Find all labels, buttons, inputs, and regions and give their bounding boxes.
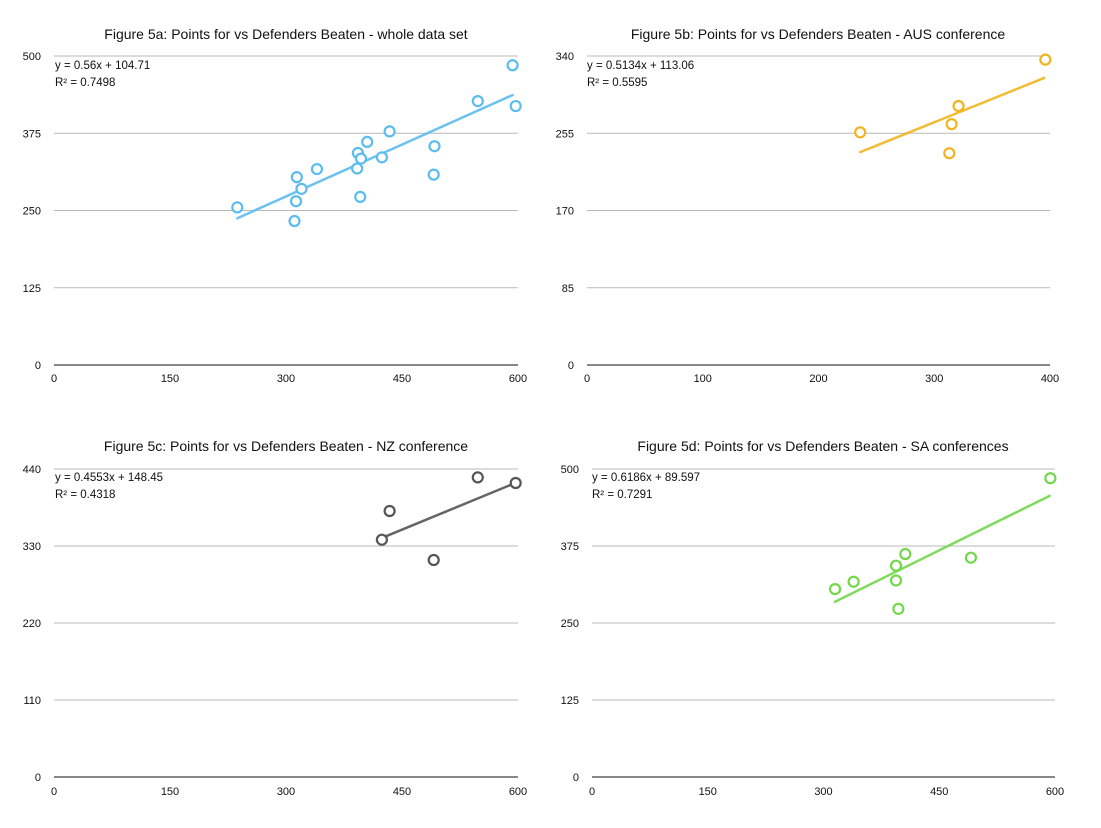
x-tick-label: 0 [589, 786, 595, 798]
y-tick-label: 125 [23, 283, 41, 295]
y-tick-label: 375 [23, 128, 41, 140]
y-tick-label: 170 [556, 206, 574, 218]
data-point [310, 162, 324, 176]
y-tick-label: 330 [23, 541, 41, 553]
x-tick-label: 150 [699, 786, 717, 798]
y-tick-label: 85 [562, 283, 574, 295]
data-point [471, 471, 484, 484]
x-tick-label: 100 [694, 373, 712, 385]
data-point [847, 575, 860, 588]
trendline-equation: y = 0.56x + 104.71 [55, 60, 150, 72]
x-tick-label: 300 [925, 373, 943, 385]
x-tick-label: 0 [584, 373, 590, 385]
data-point [952, 99, 965, 113]
data-point [889, 574, 903, 587]
data-point [509, 476, 522, 490]
y-tick-label: 440 [23, 464, 41, 476]
y-tick-label: 0 [35, 772, 41, 784]
y-tick-label: 0 [573, 772, 579, 784]
x-tick-label: 0 [51, 373, 57, 385]
y-tick-label: 500 [561, 464, 579, 476]
chart-3: Figure 5c: Points for vs Defenders Beate… [23, 438, 528, 798]
y-tick-label: 250 [561, 618, 579, 630]
x-tick-label: 300 [277, 786, 295, 798]
chart-1: Figure 5a: Points for vs Defenders Beate… [23, 26, 528, 385]
y-tick-label: 125 [561, 695, 579, 707]
x-tick-label: 200 [809, 373, 827, 385]
x-tick-label: 450 [393, 373, 411, 385]
x-tick-label: 600 [509, 786, 527, 798]
data-point [288, 214, 301, 228]
data-point [351, 162, 364, 175]
data-point [1044, 472, 1057, 485]
x-tick-label: 300 [277, 373, 295, 385]
y-tick-label: 0 [35, 360, 41, 372]
data-point [943, 147, 956, 160]
x-tick-label: 600 [1046, 786, 1064, 798]
data-point [427, 553, 440, 567]
data-point [964, 551, 977, 564]
trendline [833, 494, 1051, 604]
r-squared-label: R² = 0.5595 [587, 77, 647, 89]
trendline-equation: y = 0.4553x + 148.45 [55, 472, 163, 484]
data-point [899, 547, 912, 561]
y-tick-label: 0 [568, 360, 574, 372]
chart-title: Figure 5a: Points for vs Defenders Beate… [104, 26, 468, 42]
x-tick-label: 600 [509, 373, 527, 385]
trendline [380, 481, 517, 540]
data-point [375, 151, 388, 164]
data-point [509, 99, 522, 113]
x-tick-label: 150 [161, 786, 179, 798]
data-point [354, 190, 367, 204]
x-tick-label: 0 [51, 786, 57, 798]
data-point [231, 201, 244, 214]
chart-title: Figure 5c: Points for vs Defenders Beate… [104, 438, 468, 454]
chart-4: Figure 5d: Points for vs Defenders Beate… [561, 438, 1065, 798]
data-point [889, 559, 903, 572]
data-point [1039, 53, 1052, 66]
chart-title: Figure 5b: Points for vs Defenders Beate… [631, 26, 1006, 42]
y-tick-label: 250 [23, 206, 41, 218]
trendline-equation: y = 0.5134x + 113.06 [587, 60, 694, 72]
y-tick-label: 500 [23, 51, 41, 63]
data-point [289, 195, 303, 208]
data-point [354, 152, 368, 165]
data-point [506, 59, 519, 72]
y-tick-label: 375 [561, 541, 579, 553]
trendline [858, 76, 1046, 154]
x-tick-label: 300 [814, 786, 832, 798]
data-point [383, 125, 396, 138]
data-point [471, 95, 484, 108]
data-point [892, 602, 905, 615]
chart-title: Figure 5d: Points for vs Defenders Beate… [637, 438, 1008, 454]
y-tick-label: 220 [23, 618, 41, 630]
x-tick-label: 450 [393, 786, 411, 798]
data-point [290, 171, 303, 184]
data-point [295, 182, 308, 195]
data-point [945, 118, 958, 131]
x-tick-label: 400 [1041, 373, 1059, 385]
trendline [236, 93, 514, 220]
data-point [828, 583, 842, 596]
y-tick-label: 255 [556, 128, 574, 140]
trendline-equation: y = 0.6186x + 89.597 [592, 472, 700, 484]
data-point [427, 168, 440, 181]
r-squared-label: R² = 0.7498 [55, 77, 115, 89]
y-tick-label: 110 [23, 695, 41, 707]
r-squared-label: R² = 0.7291 [592, 489, 652, 501]
data-point [383, 504, 396, 518]
y-tick-label: 340 [556, 51, 574, 63]
x-tick-label: 150 [161, 373, 179, 385]
data-point [361, 135, 374, 149]
r-squared-label: R² = 0.4318 [55, 489, 115, 501]
data-point [375, 533, 388, 546]
chart-2: Figure 5b: Points for vs Defenders Beate… [556, 26, 1060, 385]
x-tick-label: 450 [930, 786, 948, 798]
data-point [854, 126, 867, 139]
data-point [428, 140, 441, 153]
